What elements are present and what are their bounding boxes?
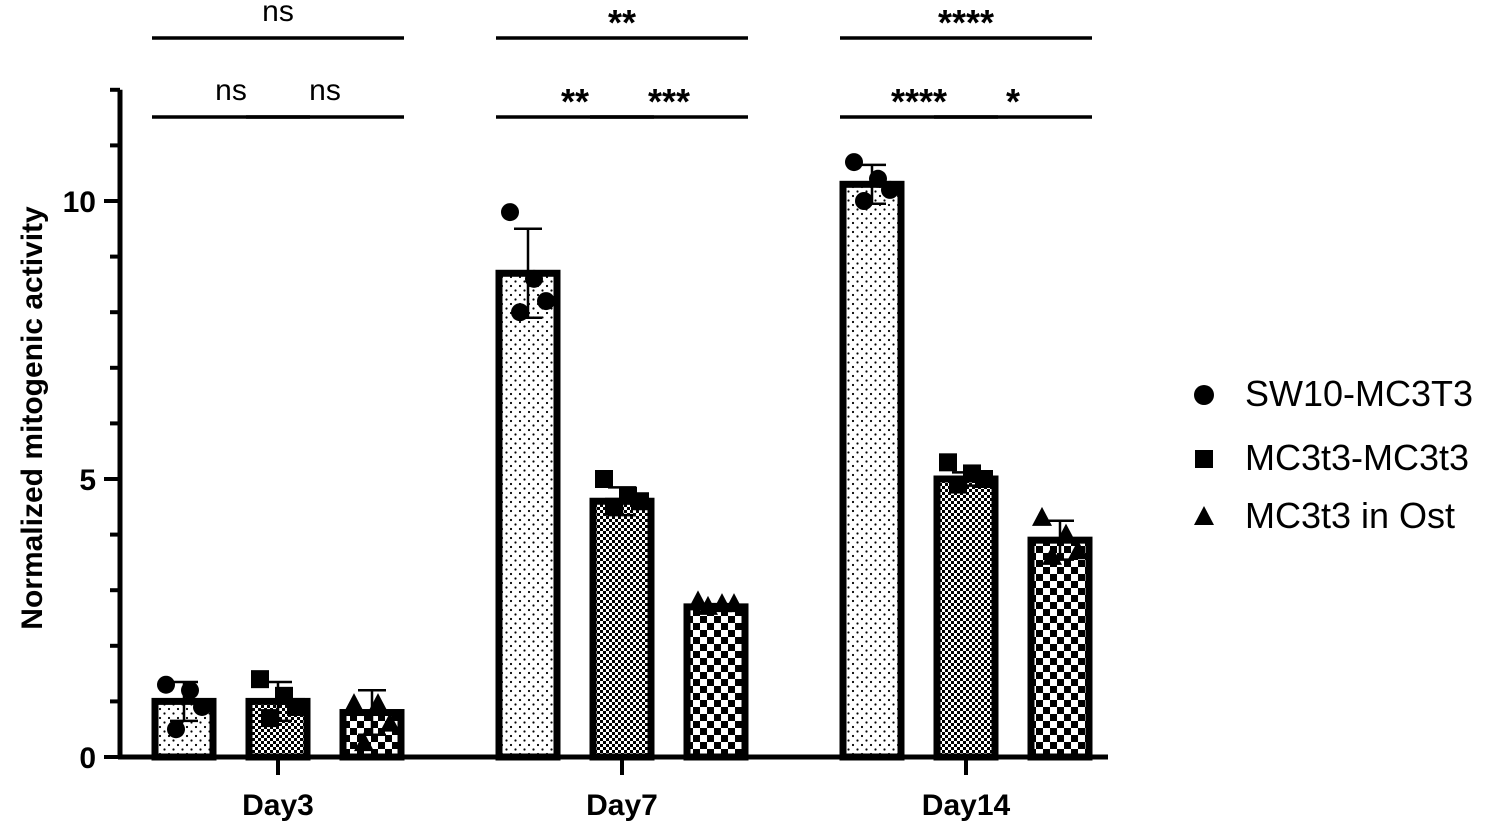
significance-label: ** — [608, 2, 636, 43]
y-axis-title: Normalized mitogenic activity — [16, 206, 49, 630]
bar — [839, 180, 905, 761]
legend-label: SW10-MC3T3 — [1245, 373, 1473, 414]
significance-label: **** — [891, 81, 947, 122]
data-point — [631, 492, 649, 511]
data-point — [261, 709, 279, 728]
data-point — [975, 470, 993, 488]
bar — [683, 603, 749, 761]
data-point — [181, 681, 199, 700]
x-tick-label: Day14 — [922, 789, 1011, 822]
legend: SW10-MC3T3 MC3t3-MC3t3 MC3t3 in Ost — [1194, 373, 1473, 536]
data-point — [1032, 506, 1052, 526]
x-tick-label: Day3 — [242, 789, 314, 822]
data-point — [1042, 545, 1062, 565]
data-point — [501, 203, 519, 222]
data-point — [167, 720, 185, 739]
significance-label: **** — [938, 2, 994, 43]
significance-label: ns — [309, 74, 341, 107]
data-point — [688, 590, 708, 610]
data-point — [354, 732, 374, 752]
data-point — [605, 497, 623, 516]
data-point — [537, 292, 555, 311]
significance-label: *** — [648, 81, 690, 122]
data-point — [251, 670, 269, 689]
data-point — [368, 693, 388, 713]
legend-circle-marker — [1194, 385, 1214, 405]
bar — [1027, 536, 1093, 761]
legend-square-marker — [1195, 450, 1213, 468]
x-tick-label: Day7 — [586, 789, 658, 822]
data-point — [698, 595, 718, 615]
data-point — [939, 453, 957, 472]
bars — [151, 153, 1093, 761]
data-point — [845, 153, 863, 172]
legend-label: MC3t3-MC3t3 — [1245, 437, 1469, 478]
data-point — [1056, 523, 1076, 543]
data-point — [380, 712, 400, 732]
axes: 0 5 10 Day3 Day7 Day14 — [63, 87, 1108, 822]
significance-label: ** — [561, 81, 589, 122]
data-point — [157, 675, 175, 694]
data-point — [881, 180, 899, 199]
data-point — [869, 169, 887, 188]
data-point — [344, 693, 364, 713]
data-point — [525, 269, 543, 288]
data-point — [287, 697, 305, 716]
significance-label: ns — [262, 0, 294, 28]
legend-triangle-marker — [1194, 506, 1214, 525]
data-point — [1068, 540, 1088, 560]
data-point — [595, 470, 613, 488]
bar — [933, 475, 999, 761]
y-tick-label: 10 — [63, 186, 96, 219]
data-point — [511, 303, 529, 322]
y-tick-label: 0 — [79, 742, 96, 775]
bar — [589, 497, 655, 761]
significance-label: * — [1006, 81, 1020, 122]
y-tick-label: 5 — [79, 464, 96, 497]
significance-label: ns — [215, 74, 247, 107]
data-point — [193, 697, 211, 716]
bar — [495, 269, 561, 761]
data-point — [724, 593, 744, 613]
legend-label: MC3t3 in Ost — [1245, 495, 1455, 536]
data-point — [855, 192, 873, 210]
data-point — [949, 475, 967, 494]
